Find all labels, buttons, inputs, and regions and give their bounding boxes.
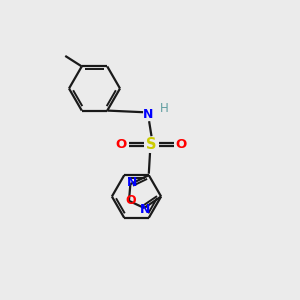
Text: N: N bbox=[126, 176, 137, 189]
Text: O: O bbox=[176, 138, 187, 151]
Text: N: N bbox=[140, 203, 151, 216]
Text: O: O bbox=[125, 194, 136, 207]
Text: N: N bbox=[143, 108, 154, 121]
Text: H: H bbox=[160, 101, 169, 115]
Text: S: S bbox=[146, 137, 157, 152]
Text: O: O bbox=[116, 138, 127, 151]
